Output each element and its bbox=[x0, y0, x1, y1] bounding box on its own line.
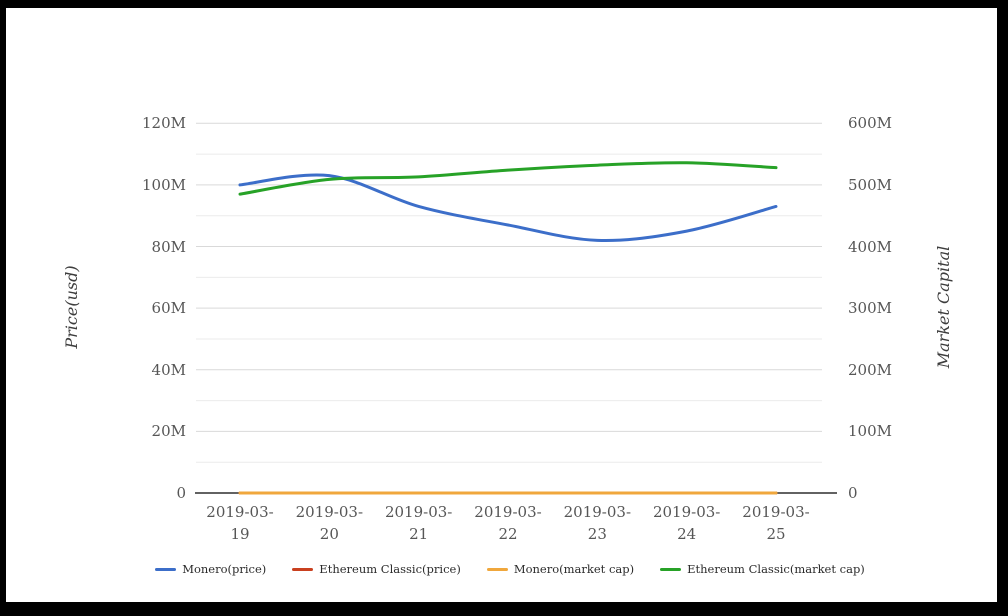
right-axis-tick-label: 0 bbox=[848, 484, 858, 502]
legend-item[interactable]: Ethereum Classic(market cap) bbox=[660, 562, 865, 576]
x-tick-line1: 2019-03- bbox=[474, 503, 542, 521]
left-axis-tick-label: 0 bbox=[176, 484, 186, 502]
x-tick-line2: 25 bbox=[766, 525, 786, 543]
x-axis-tick-label: 2019-03- 23 bbox=[549, 501, 645, 545]
legend-swatch bbox=[486, 567, 508, 571]
x-tick-line1: 2019-03- bbox=[563, 503, 632, 521]
legend: Monero(price) Ethereum Classic(price) Mone… bbox=[155, 562, 865, 576]
x-tick-line2: 20 bbox=[319, 525, 339, 543]
x-tick-line2: 24 bbox=[677, 525, 697, 543]
series-line bbox=[238, 161, 778, 196]
x-axis-tick-label: 2019-03- 21 bbox=[371, 501, 467, 545]
x-tick-line1: 2019-03- bbox=[742, 503, 810, 521]
left-axis-title: Price(usd) bbox=[62, 265, 81, 349]
x-axis-tick-label: 2019-03- 20 bbox=[281, 501, 377, 545]
left-axis-tick-label: 20M bbox=[151, 422, 186, 441]
x-tick-line1: 2019-03- bbox=[295, 503, 364, 521]
left-axis-tick-label: 40M bbox=[151, 360, 186, 379]
x-tick-line1: 2019-03- bbox=[652, 503, 721, 521]
right-axis-tick-label: 300M bbox=[848, 299, 892, 318]
x-tick-line2: 22 bbox=[498, 525, 518, 543]
legend-swatch bbox=[155, 567, 177, 571]
series-line bbox=[238, 173, 778, 243]
left-axis-tick-label: 100M bbox=[142, 175, 186, 194]
right-axis-tick-label: 600M bbox=[848, 114, 892, 133]
x-tick-line1: 2019-03- bbox=[206, 503, 274, 521]
right-axis-title: Market Capital bbox=[934, 245, 953, 369]
right-axis-tick-label: 100M bbox=[848, 422, 892, 441]
x-axis-tick-label: 2019-03- 22 bbox=[460, 501, 556, 545]
x-axis-tick-label: 2019-03- 24 bbox=[639, 501, 735, 545]
left-axis-tick-label: 120M bbox=[142, 114, 186, 133]
legend-item[interactable]: Monero(market cap) bbox=[486, 562, 635, 576]
legend-label: Ethereum Classic(market cap) bbox=[687, 562, 865, 576]
right-axis-tick-label: 400M bbox=[848, 237, 892, 256]
left-axis-tick-label: 60M bbox=[151, 299, 186, 318]
x-tick-line2: 23 bbox=[587, 525, 607, 543]
legend-label: Monero(market cap) bbox=[513, 562, 635, 576]
x-axis-tick-label: 2019-03- 25 bbox=[728, 501, 824, 545]
legend-item[interactable]: Ethereum Classic(price) bbox=[292, 562, 461, 576]
right-axis-tick-label: 500M bbox=[848, 175, 892, 194]
legend-label: Monero(price) bbox=[182, 562, 267, 576]
legend-swatch bbox=[660, 567, 682, 571]
x-tick-line2: 19 bbox=[230, 525, 250, 543]
legend-swatch bbox=[292, 567, 314, 571]
legend-label: Ethereum Classic(price) bbox=[319, 562, 461, 576]
legend-item[interactable]: Monero(price) bbox=[155, 562, 266, 576]
left-axis-tick-label: 80M bbox=[151, 237, 186, 256]
right-axis-tick-label: 200M bbox=[848, 360, 892, 379]
x-axis-tick-label: 2019-03- 19 bbox=[192, 501, 288, 545]
x-tick-line2: 21 bbox=[409, 525, 429, 543]
x-tick-line1: 2019-03- bbox=[384, 503, 453, 521]
